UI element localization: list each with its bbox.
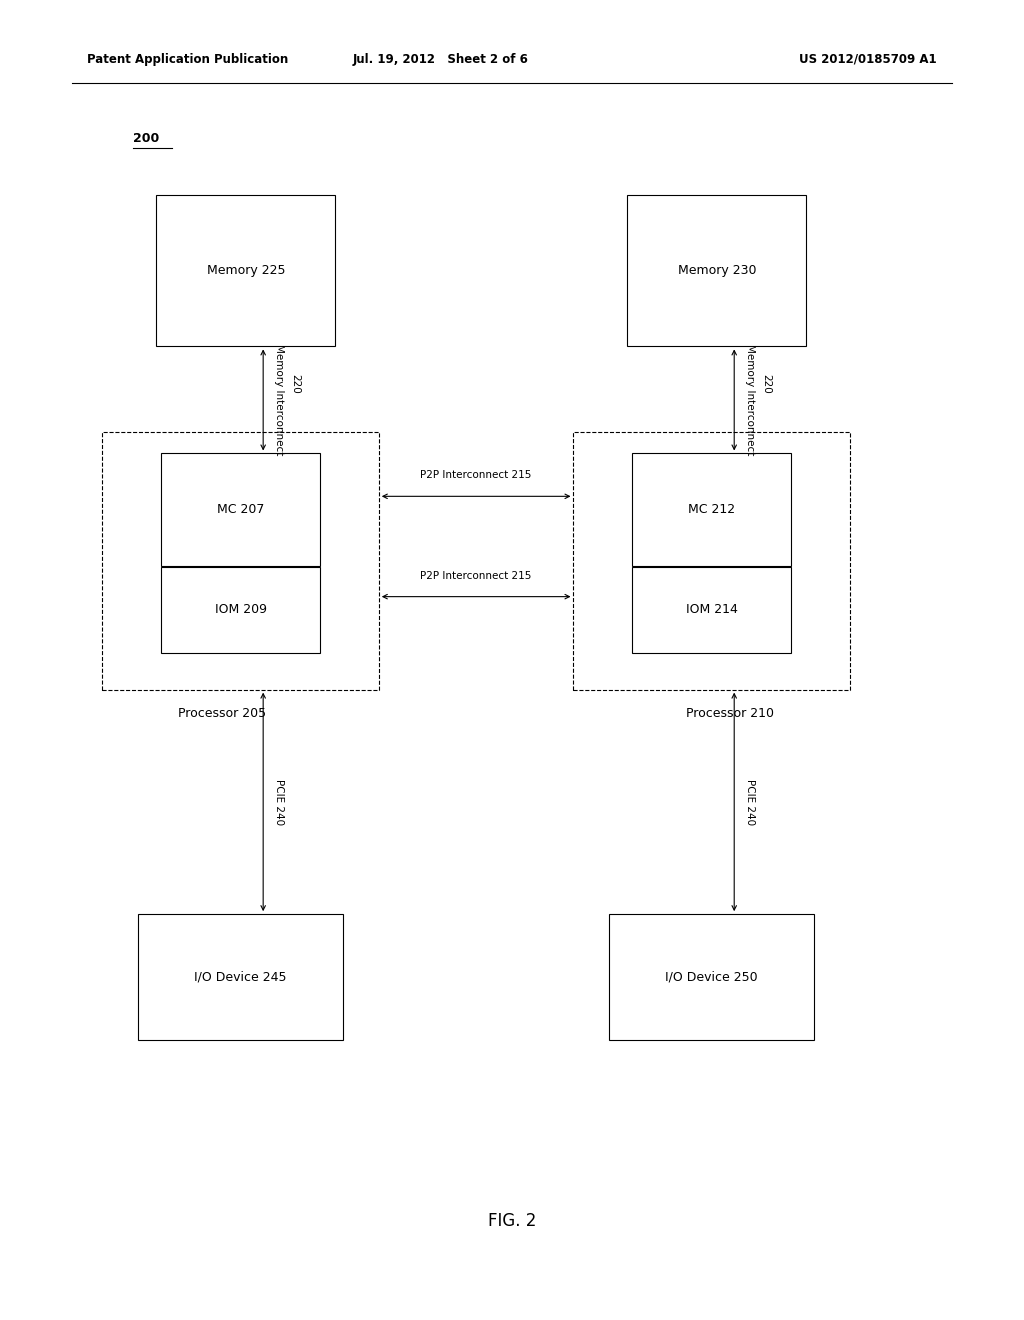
Text: MC 207: MC 207 xyxy=(217,503,264,516)
Text: 200: 200 xyxy=(133,132,160,145)
FancyBboxPatch shape xyxy=(632,454,791,565)
FancyBboxPatch shape xyxy=(161,454,319,565)
FancyBboxPatch shape xyxy=(156,195,336,346)
Text: Memory Interconnect: Memory Interconnect xyxy=(745,345,756,455)
Text: Memory 230: Memory 230 xyxy=(678,264,756,277)
Text: I/O Device 245: I/O Device 245 xyxy=(195,970,287,983)
Text: Processor 205: Processor 205 xyxy=(178,708,266,719)
FancyBboxPatch shape xyxy=(161,568,319,652)
Text: 220: 220 xyxy=(761,375,771,393)
FancyBboxPatch shape xyxy=(573,433,850,689)
Text: Processor 210: Processor 210 xyxy=(686,708,774,719)
Text: Jul. 19, 2012   Sheet 2 of 6: Jul. 19, 2012 Sheet 2 of 6 xyxy=(352,53,528,66)
Text: FIG. 2: FIG. 2 xyxy=(487,1212,537,1230)
FancyBboxPatch shape xyxy=(609,913,814,1040)
Text: Patent Application Publication: Patent Application Publication xyxy=(87,53,289,66)
FancyBboxPatch shape xyxy=(102,433,379,689)
Text: US 2012/0185709 A1: US 2012/0185709 A1 xyxy=(800,53,937,66)
Text: P2P Interconnect 215: P2P Interconnect 215 xyxy=(421,470,531,480)
Text: IOM 209: IOM 209 xyxy=(215,603,266,616)
Text: Memory Interconnect: Memory Interconnect xyxy=(274,345,285,455)
Text: I/O Device 250: I/O Device 250 xyxy=(666,970,758,983)
Text: P2P Interconnect 215: P2P Interconnect 215 xyxy=(421,570,531,581)
Text: 220: 220 xyxy=(290,375,300,393)
FancyBboxPatch shape xyxy=(627,195,806,346)
Text: MC 212: MC 212 xyxy=(688,503,735,516)
Text: PCIE 240: PCIE 240 xyxy=(745,779,756,825)
Text: PCIE 240: PCIE 240 xyxy=(274,779,285,825)
Text: Memory 225: Memory 225 xyxy=(207,264,285,277)
FancyBboxPatch shape xyxy=(632,568,791,652)
Text: IOM 214: IOM 214 xyxy=(686,603,737,616)
FancyBboxPatch shape xyxy=(138,913,343,1040)
